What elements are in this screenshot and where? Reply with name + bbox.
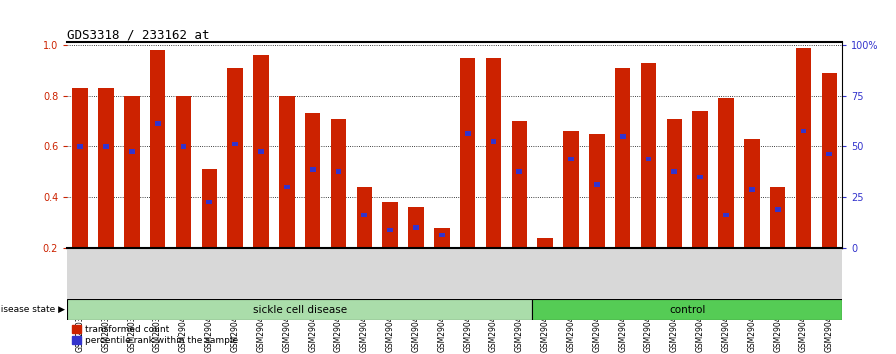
Bar (645, 157, 651, 161)
Bar (568, 157, 574, 161)
Bar (460, 58, 476, 298)
Bar (228, 68, 243, 298)
Bar (641, 63, 656, 298)
Bar (383, 202, 398, 298)
Bar (206, 200, 212, 205)
Bar (589, 134, 605, 298)
Bar (357, 187, 372, 298)
Bar (361, 212, 367, 217)
Bar (305, 113, 321, 298)
Text: control: control (669, 305, 705, 315)
Bar (744, 139, 760, 298)
Bar (594, 182, 599, 187)
Text: disease state ▶: disease state ▶ (0, 305, 65, 314)
Bar (254, 55, 269, 298)
Bar (697, 175, 703, 179)
Text: GDS3318 / 233162_at: GDS3318 / 233162_at (67, 28, 210, 41)
Bar (796, 47, 811, 298)
Bar (671, 170, 677, 174)
Bar (770, 187, 786, 298)
Bar (800, 129, 806, 133)
Bar (258, 149, 264, 154)
Bar (335, 170, 341, 174)
Bar (77, 144, 83, 149)
Bar (542, 261, 548, 265)
Bar (387, 228, 393, 232)
Bar (180, 144, 186, 149)
Bar (434, 228, 450, 298)
Bar (512, 121, 527, 298)
Bar (413, 225, 419, 230)
Bar (719, 98, 734, 298)
Bar (826, 152, 832, 156)
Bar (822, 73, 837, 298)
Bar (667, 119, 682, 298)
Bar (67, 299, 532, 320)
Bar (564, 131, 579, 298)
Bar (202, 169, 217, 298)
Bar (103, 144, 109, 149)
Bar (150, 50, 166, 298)
Bar (129, 149, 134, 154)
Bar (775, 207, 780, 212)
Bar (465, 131, 470, 136)
Bar (749, 187, 754, 192)
Bar (331, 119, 346, 298)
Bar (693, 111, 708, 298)
Bar (310, 167, 315, 171)
Bar (486, 58, 501, 298)
Bar (409, 207, 424, 298)
Bar (73, 88, 88, 298)
Bar (532, 299, 842, 320)
Bar (99, 88, 114, 298)
Bar (723, 212, 729, 217)
Bar (176, 96, 191, 298)
Bar (490, 139, 496, 144)
Bar (232, 142, 238, 146)
Bar (155, 121, 160, 126)
Bar (615, 68, 631, 298)
Bar (279, 96, 295, 298)
Bar (439, 233, 444, 238)
Text: sickle cell disease: sickle cell disease (253, 305, 347, 315)
Bar (124, 96, 140, 298)
Bar (538, 238, 553, 298)
Bar (620, 134, 625, 138)
Legend: transformed count, percentile rank within the sample: transformed count, percentile rank withi… (72, 325, 238, 345)
Bar (516, 170, 522, 174)
Bar (284, 185, 289, 189)
